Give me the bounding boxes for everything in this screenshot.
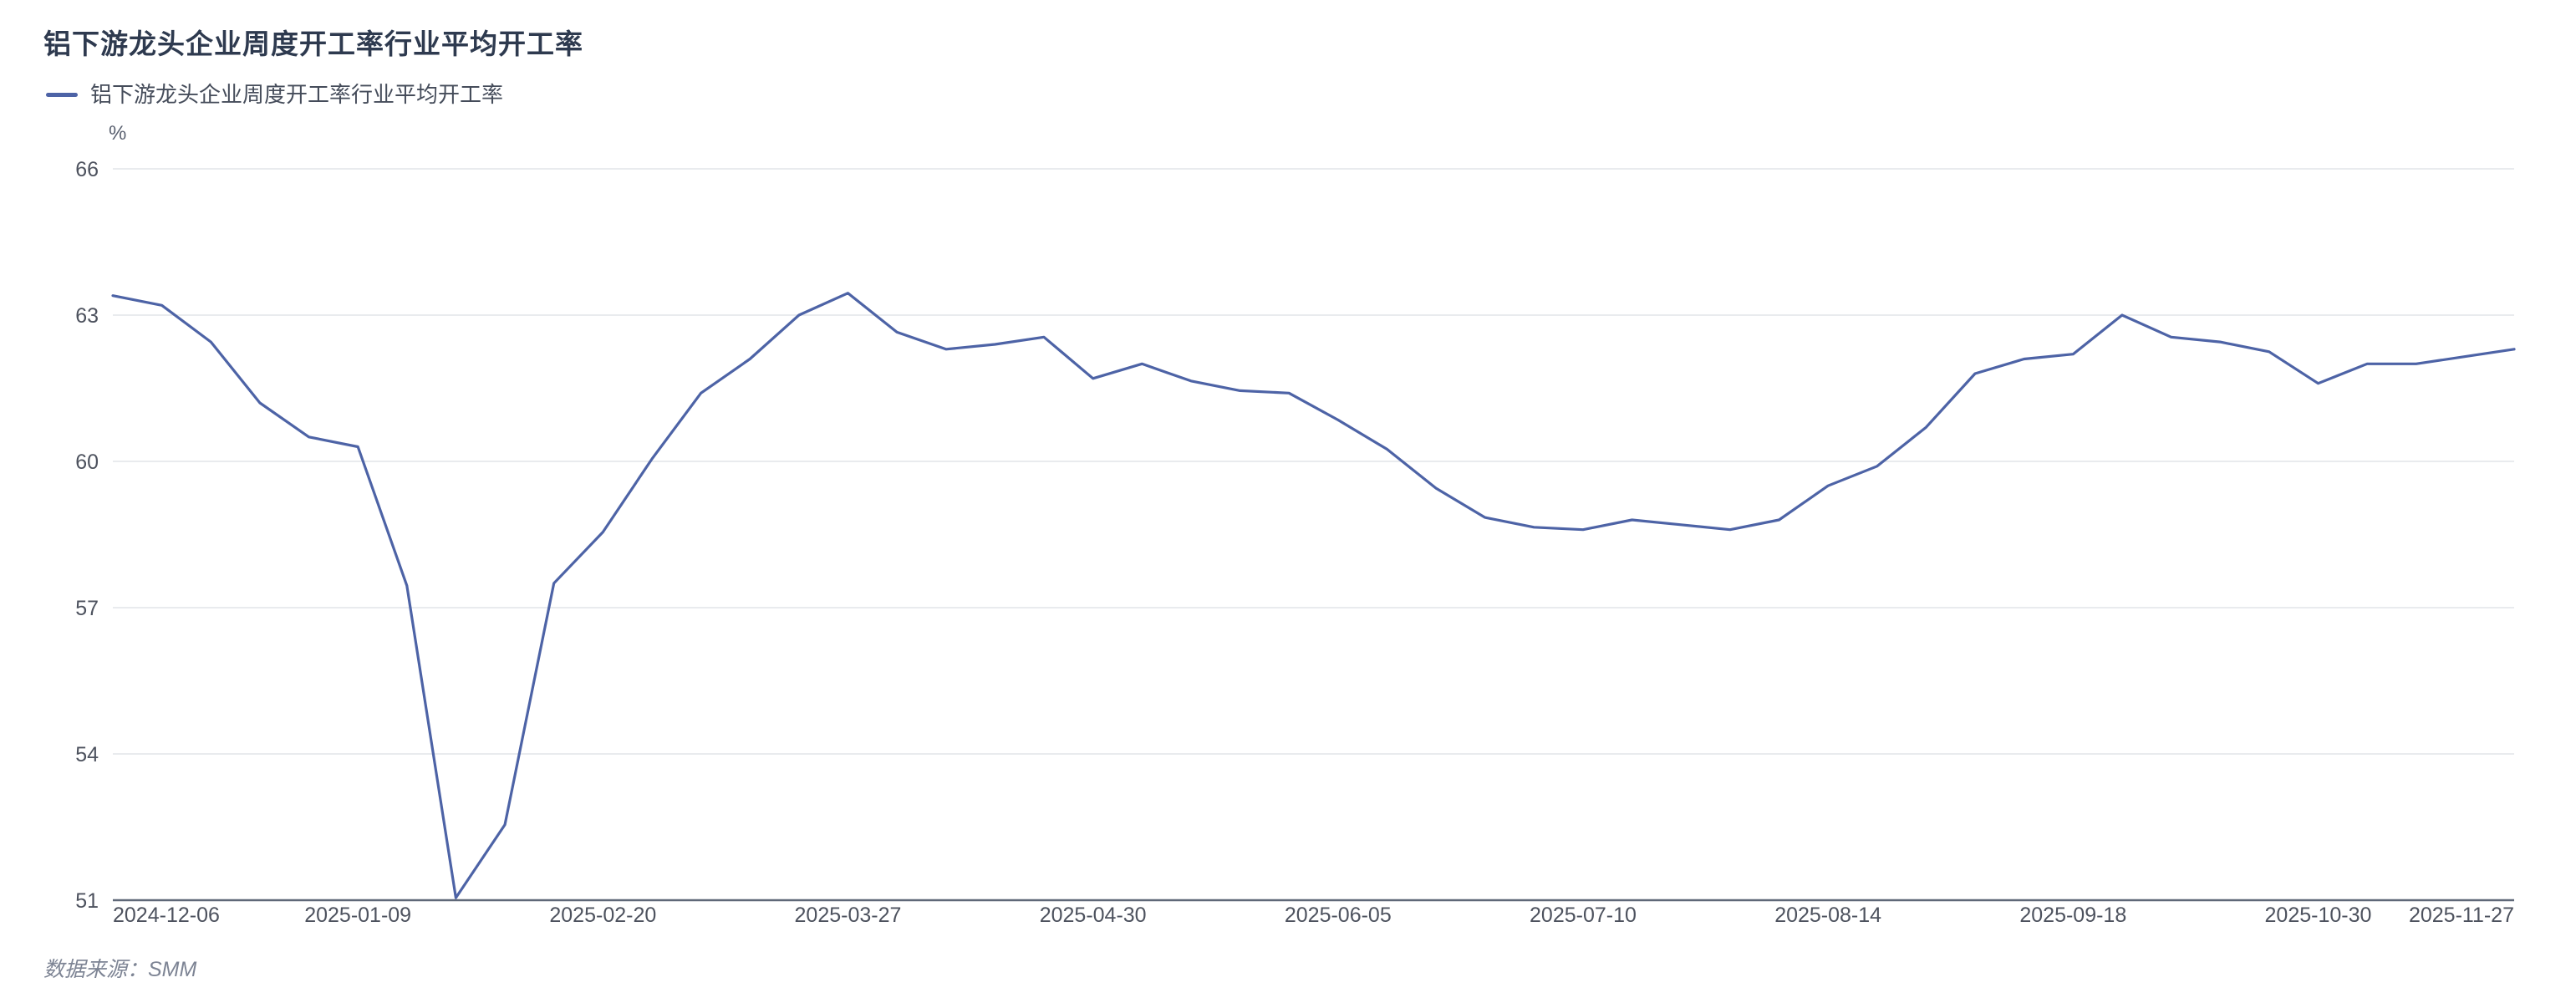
y-axis-tick-label: 66 (75, 158, 99, 181)
legend-item-label: 铝下游龙头企业周度开工率行业平均开工率 (90, 82, 504, 107)
legend-item[interactable]: 铝下游龙头企业周度开工率行业平均开工率 (46, 82, 503, 107)
series-line (111, 292, 2516, 899)
y-axis-tick-label: 60 (75, 451, 99, 474)
y-axis-tick-label: 51 (75, 889, 99, 913)
x-axis-tick-label: 2025-10-30 (2265, 904, 2372, 927)
x-axis-tick-label: 2025-08-14 (1774, 904, 1881, 927)
x-axis-tick-label: 2025-11-27 (2409, 904, 2514, 927)
x-axis-tick-label: 2025-02-20 (549, 904, 656, 927)
x-axis-tick-label: 2025-03-27 (795, 904, 902, 927)
data-source-note: 数据来源：SMM (43, 958, 197, 981)
x-axis-tick-label: 2025-04-30 (1040, 904, 1147, 927)
x-axis-tick-label: 2025-07-10 (1530, 904, 1637, 927)
y-axis-tick-label: 54 (75, 743, 99, 766)
y-axis-tick-label: 57 (75, 597, 99, 620)
x-axis-tick-label: 2025-01-09 (304, 904, 411, 927)
y-axis-tick-label: 63 (75, 304, 99, 328)
legend-line-marker-icon (46, 92, 78, 97)
chart-title: 铝下游龙头企业周度开工率行业平均开工率 (43, 28, 583, 59)
x-axis-tick-label: 2025-06-05 (1285, 904, 1392, 927)
x-axis-tick-label: 2025-09-18 (2019, 904, 2126, 927)
x-axis-tick-label: 2024-12-06 (113, 904, 220, 927)
y-axis-unit-label: % (109, 122, 127, 145)
